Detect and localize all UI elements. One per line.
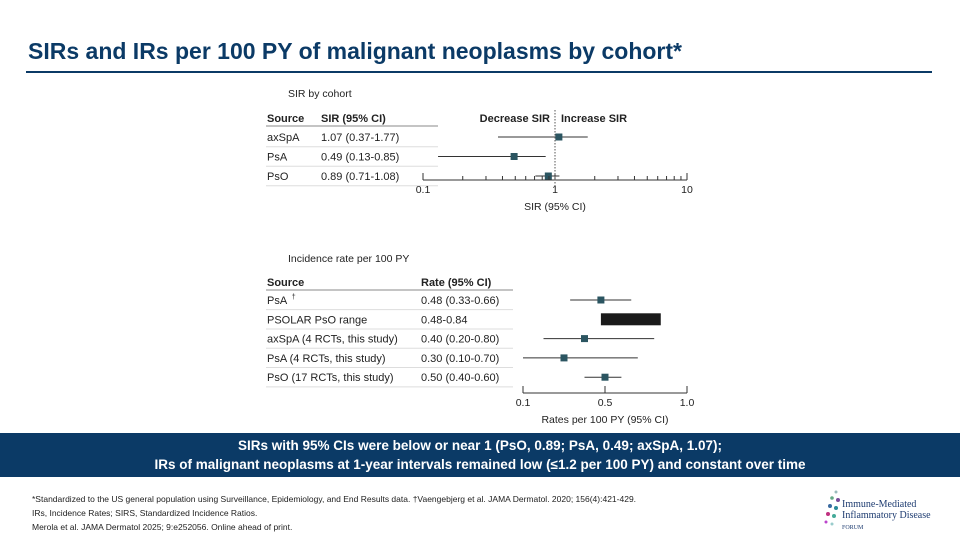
banner-line: IRs of malignant neoplasms at 1-year int… — [154, 457, 806, 472]
row-source: PsA (4 RCTs, this study) — [267, 353, 386, 365]
row-footnote-mark: † — [292, 294, 296, 301]
x-axis-label: SIR (95% CI) — [524, 201, 586, 213]
row-value: 0.40 (0.20-0.80) — [421, 334, 499, 346]
column-header: Rate (95% CI) — [421, 277, 492, 289]
title-divider — [26, 71, 932, 73]
row-source: PsO — [267, 171, 289, 183]
logo-text: Immune-Mediated — [842, 499, 917, 510]
column-header: Source — [267, 277, 304, 289]
point-estimate — [555, 133, 563, 141]
forum-logo: Immune-Mediated Inflammatory Disease FOR… — [820, 486, 932, 532]
footnote: *Standardized to the US general populati… — [32, 494, 637, 504]
point-estimate — [510, 153, 518, 160]
forest-plots: SIR by cohort Source SIR (95% CI) axSpA 1.07… — [266, 88, 695, 426]
column-header: SIR (95% CI) — [321, 113, 386, 125]
footnote: Merola et al. JAMA Dermatol 2025; 9:e252… — [32, 522, 293, 532]
row-value: 0.48 (0.33-0.66) — [421, 295, 499, 307]
x-axis-label: Rates per 100 PY (95% CI) — [541, 414, 668, 426]
row-source: PsA — [267, 152, 288, 164]
footnotes: *Standardized to the US general populati… — [32, 492, 636, 534]
increase-label: Increase SIR — [561, 113, 627, 125]
row-value: 0.50 (0.40-0.60) — [421, 372, 499, 384]
tick-label: 10 — [681, 184, 693, 196]
point-estimate — [560, 354, 568, 362]
row-source: PSOLAR PsO range — [267, 314, 367, 326]
slide-title: SIRs and IRs per 100 PY of malignant neo… — [28, 38, 682, 64]
point-estimate — [581, 335, 588, 343]
key-finding-banner: SIRs with 95% CIs were below or near 1 (… — [0, 433, 960, 477]
row-value: 1.07 (0.37-1.77) — [321, 132, 399, 144]
point-estimate — [544, 172, 552, 180]
tick-label: 0.5 — [598, 397, 613, 409]
point-estimate — [601, 373, 609, 381]
chart-title: Incidence rate per 100 PY — [288, 253, 409, 265]
column-header: Source — [267, 113, 304, 125]
logo-dots-icon — [824, 490, 840, 526]
banner-line: SIRs with 95% CIs were below or near 1 (… — [238, 438, 722, 453]
row-source: axSpA — [267, 132, 300, 144]
range-bar — [600, 313, 661, 326]
row-value: 0.48-0.84 — [421, 314, 467, 326]
logo-text: Inflammatory Disease — [842, 510, 931, 521]
chart-title: SIR by cohort — [288, 88, 352, 100]
logo-text: FORUM — [842, 525, 864, 531]
tick-label: 0.1 — [516, 397, 531, 409]
tick-label: 1 — [552, 184, 558, 196]
decrease-label: Decrease SIR — [480, 113, 550, 125]
tick-label: 0.1 — [416, 184, 431, 196]
row-value: 0.30 (0.10-0.70) — [421, 353, 499, 365]
row-source: axSpA (4 RCTs, this study) — [267, 334, 398, 346]
footnote: IRs, Incidence Rates; SIRS, Standardized… — [32, 508, 258, 518]
row-value: 0.49 (0.13-0.85) — [321, 152, 399, 164]
row-source: PsA — [267, 295, 288, 307]
point-estimate — [597, 296, 605, 304]
row-value: 0.89 (0.71-1.08) — [321, 171, 399, 183]
row-source: PsO (17 RCTs, this study) — [267, 372, 394, 384]
tick-label: 1.0 — [680, 397, 695, 409]
